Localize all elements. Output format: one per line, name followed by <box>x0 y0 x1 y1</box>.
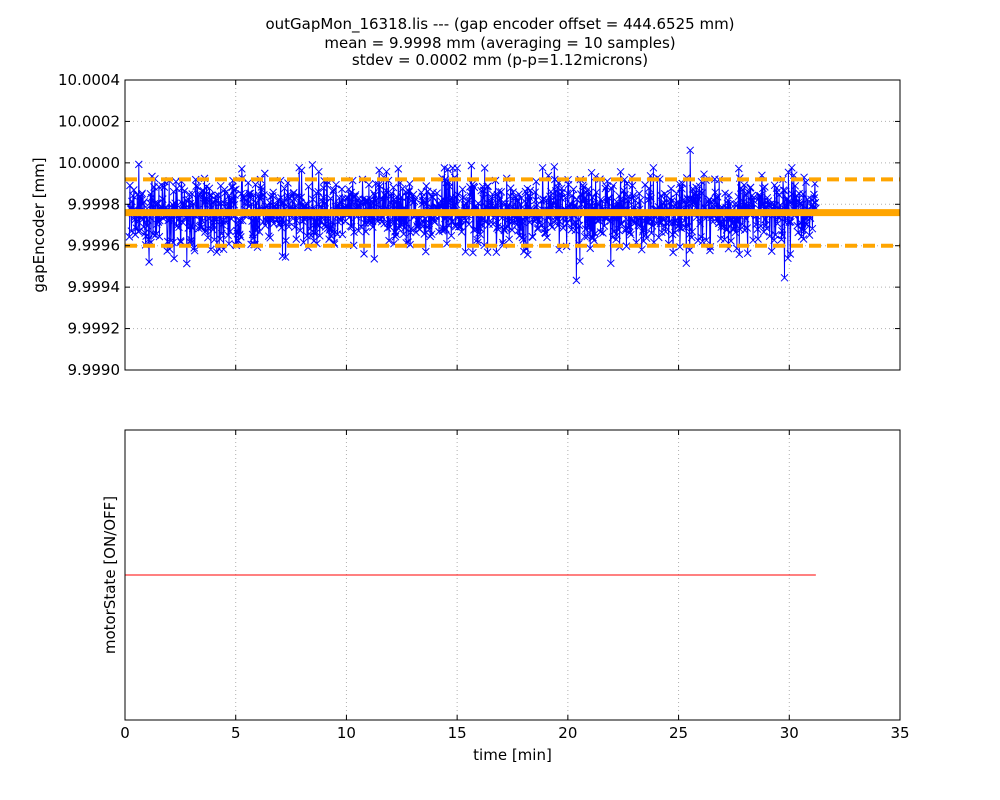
top-axes-frame <box>124 79 901 371</box>
x-axis-label: time [min] <box>473 746 552 764</box>
x-tick-label: 5 <box>231 724 241 742</box>
y-tick-label: 9.9994 <box>68 278 121 296</box>
motor-state-plot: 0 5 10 15 20 25 30 35 motorState [ON/OFF] time [m… <box>101 429 910 764</box>
top-y-axis-label: gapEncoder [mm] <box>30 157 48 292</box>
y-tick-label: 10.0004 <box>58 71 120 89</box>
chart-title-line-3: stdev = 0.0002 mm (p-p=1.12microns) <box>351 51 649 69</box>
y-tick-label: 10.0000 <box>58 154 120 172</box>
x-tick-label: 20 <box>558 724 577 742</box>
y-tick-label: 9.9996 <box>68 237 121 255</box>
chart-title-line-1: outGapMon_16318.lis --- (gap encoder off… <box>265 15 735 33</box>
y-tick-label: 9.9998 <box>68 195 121 213</box>
y-tick-label: 10.0002 <box>58 112 120 130</box>
gap-encoder-data <box>125 146 900 285</box>
bottom-axes-frame <box>124 429 901 721</box>
x-tick-label: 30 <box>780 724 799 742</box>
x-tick-label: 0 <box>120 724 130 742</box>
bottom-y-axis-label: motorState [ON/OFF] <box>101 496 119 654</box>
y-tick-label: 9.9990 <box>68 361 121 379</box>
x-tick-label: 10 <box>337 724 356 742</box>
x-tick-label: 15 <box>448 724 467 742</box>
x-tick-label: 35 <box>890 724 909 742</box>
gap-encoder-plot: 9.9990 9.9992 9.9994 9.9996 9.9998 10.0000 10.… <box>30 71 901 379</box>
chart-title-line-2: mean = 9.9998 mm (averaging = 10 samples… <box>324 34 676 52</box>
y-tick-label: 9.9992 <box>68 320 121 338</box>
x-tick-label: 25 <box>669 724 688 742</box>
